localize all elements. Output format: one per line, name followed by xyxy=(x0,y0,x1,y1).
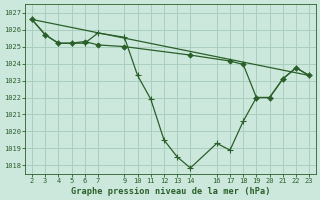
X-axis label: Graphe pression niveau de la mer (hPa): Graphe pression niveau de la mer (hPa) xyxy=(71,187,270,196)
